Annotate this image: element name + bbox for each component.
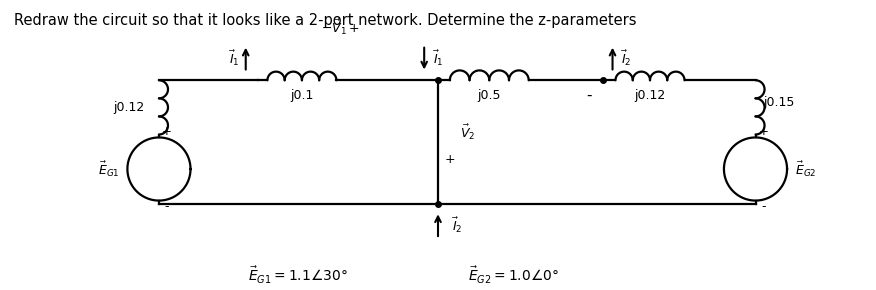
Text: $\vec{E}_{G1} = 1.1\angle30\degree$: $\vec{E}_{G1} = 1.1\angle30\degree$ [248,265,348,286]
Text: -: - [165,200,169,213]
Text: $\vec{E}_{G1}$: $\vec{E}_{G1}$ [98,159,119,179]
Text: Redraw the circuit so that it looks like a 2-port network. Determine the z-param: Redraw the circuit so that it looks like… [14,13,637,28]
Text: -: - [761,200,766,213]
Text: $\vec{E}_{G2} = 1.0\angle0\degree$: $\vec{E}_{G2} = 1.0\angle0\degree$ [468,265,559,286]
Text: $\vec{I}_1$: $\vec{I}_1$ [229,49,239,68]
Text: +: + [444,153,456,166]
Text: $\vec{I}_2$: $\vec{I}_2$ [621,49,632,68]
Text: j0.15: j0.15 [763,96,795,109]
Text: j0.12: j0.12 [113,101,145,114]
Text: +: + [759,125,768,138]
Text: $\vec{E}_{G2}$: $\vec{E}_{G2}$ [795,159,816,179]
Text: j0.5: j0.5 [477,88,501,102]
Text: j0.1: j0.1 [290,88,314,102]
Text: $-\vec{V}_1+$: $-\vec{V}_1+$ [321,17,359,37]
Text: -: - [586,88,591,103]
Text: $\vec{I}_2$: $\vec{I}_2$ [452,215,463,235]
Text: $\vec{I}_1$: $\vec{I}_1$ [433,49,443,68]
Text: j0.12: j0.12 [634,88,666,102]
Text: $\vec{V}_2$: $\vec{V}_2$ [460,122,475,142]
Text: +: + [162,125,172,138]
